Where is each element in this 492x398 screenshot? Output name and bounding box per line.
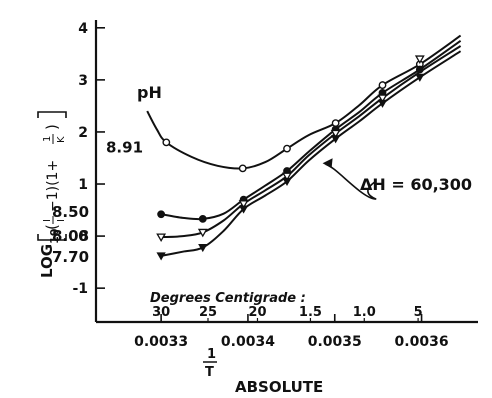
x-axis-label-num: 1 xyxy=(207,347,216,362)
svg-text:I: I xyxy=(42,219,53,222)
svg-text:(: ( xyxy=(43,224,61,230)
y-ticks: 4 3 2 1 0 -1 xyxy=(72,21,105,297)
series-label: 8.50 xyxy=(52,203,89,221)
secondary-tick-label: 30 xyxy=(152,305,170,320)
x-axis-label-word: ABSOLUTE xyxy=(235,378,323,396)
y-axis-label-bracket: ( I I −1)(1+ 1 K ) xyxy=(37,111,67,241)
data-point xyxy=(331,119,340,127)
y-tick-label: 2 xyxy=(78,125,88,141)
x-tick-label: 0.0033 xyxy=(134,334,188,350)
y-axis-label-log: LOG xyxy=(38,244,56,278)
data-point xyxy=(330,129,341,139)
data-point xyxy=(238,164,247,173)
series-line xyxy=(146,34,462,170)
annotation-arrowhead xyxy=(322,158,333,169)
x-ticks: 0.0033 0.0034 0.0035 0.0036 xyxy=(134,314,449,350)
data-point xyxy=(415,73,425,82)
data-point xyxy=(414,55,425,64)
data-point xyxy=(198,215,207,223)
x-axis-label: 1 T ABSOLUTE xyxy=(203,347,323,396)
secondary-tick-label: 25 xyxy=(199,305,217,320)
x-tick-label: 0.0034 xyxy=(221,334,275,350)
svg-text:−1)(1+: −1)(1+ xyxy=(45,160,61,212)
annotation: ΔH = 60,300 xyxy=(322,158,472,200)
data-point xyxy=(378,81,387,89)
x-axis-label-den: T xyxy=(205,365,214,380)
legend-title: pH xyxy=(137,83,162,102)
data-point xyxy=(330,135,341,144)
secondary-axis: Degrees Centigrade : 30 25 20 1.5 1.0 5 xyxy=(150,291,423,322)
svg-text:K: K xyxy=(56,136,67,143)
y-tick-label: 3 xyxy=(78,73,88,89)
secondary-axis-title: Degrees Centigrade : xyxy=(150,291,306,306)
svg-text:I: I xyxy=(56,219,67,222)
data-point xyxy=(156,252,166,261)
series-group xyxy=(146,34,462,261)
svg-text:1: 1 xyxy=(42,136,53,142)
x-tick-label: 0.0036 xyxy=(395,334,449,350)
data-point xyxy=(282,177,292,187)
axes xyxy=(94,20,478,324)
data-point xyxy=(156,233,167,243)
secondary-tick-label: 20 xyxy=(248,305,266,320)
secondary-tick-label: 1.5 xyxy=(299,305,322,320)
svg-text:): ) xyxy=(43,124,61,130)
data-point xyxy=(197,228,208,238)
y-tick-label: -1 xyxy=(72,281,88,297)
data-point xyxy=(238,205,249,214)
y-tick-label: 0 xyxy=(78,229,88,245)
y-tick-label: 4 xyxy=(78,21,88,37)
annotation-text: ΔH = 60,300 xyxy=(360,175,472,194)
data-point xyxy=(198,244,208,253)
secondary-tick-label: 1.0 xyxy=(353,305,376,320)
x-tick-label: 0.0035 xyxy=(308,334,362,350)
data-point xyxy=(283,144,291,153)
series-label: 8.91 xyxy=(106,139,143,157)
labels-group: pH 8.918.508.087.70 xyxy=(52,83,162,266)
data-point xyxy=(162,138,171,147)
y-tick-label: 1 xyxy=(78,177,88,193)
data-point xyxy=(377,94,388,104)
y-axis-label: LOG10 ( I I −1)(1+ 1 K ) xyxy=(37,111,67,278)
series-line xyxy=(161,45,462,239)
secondary-tick-label: 5 xyxy=(414,305,423,320)
data-point xyxy=(157,210,166,219)
data-point xyxy=(377,99,388,108)
annotation-arrow xyxy=(325,163,377,200)
data-point xyxy=(238,200,249,209)
series-label: 7.70 xyxy=(52,248,89,266)
data-point xyxy=(282,172,292,182)
